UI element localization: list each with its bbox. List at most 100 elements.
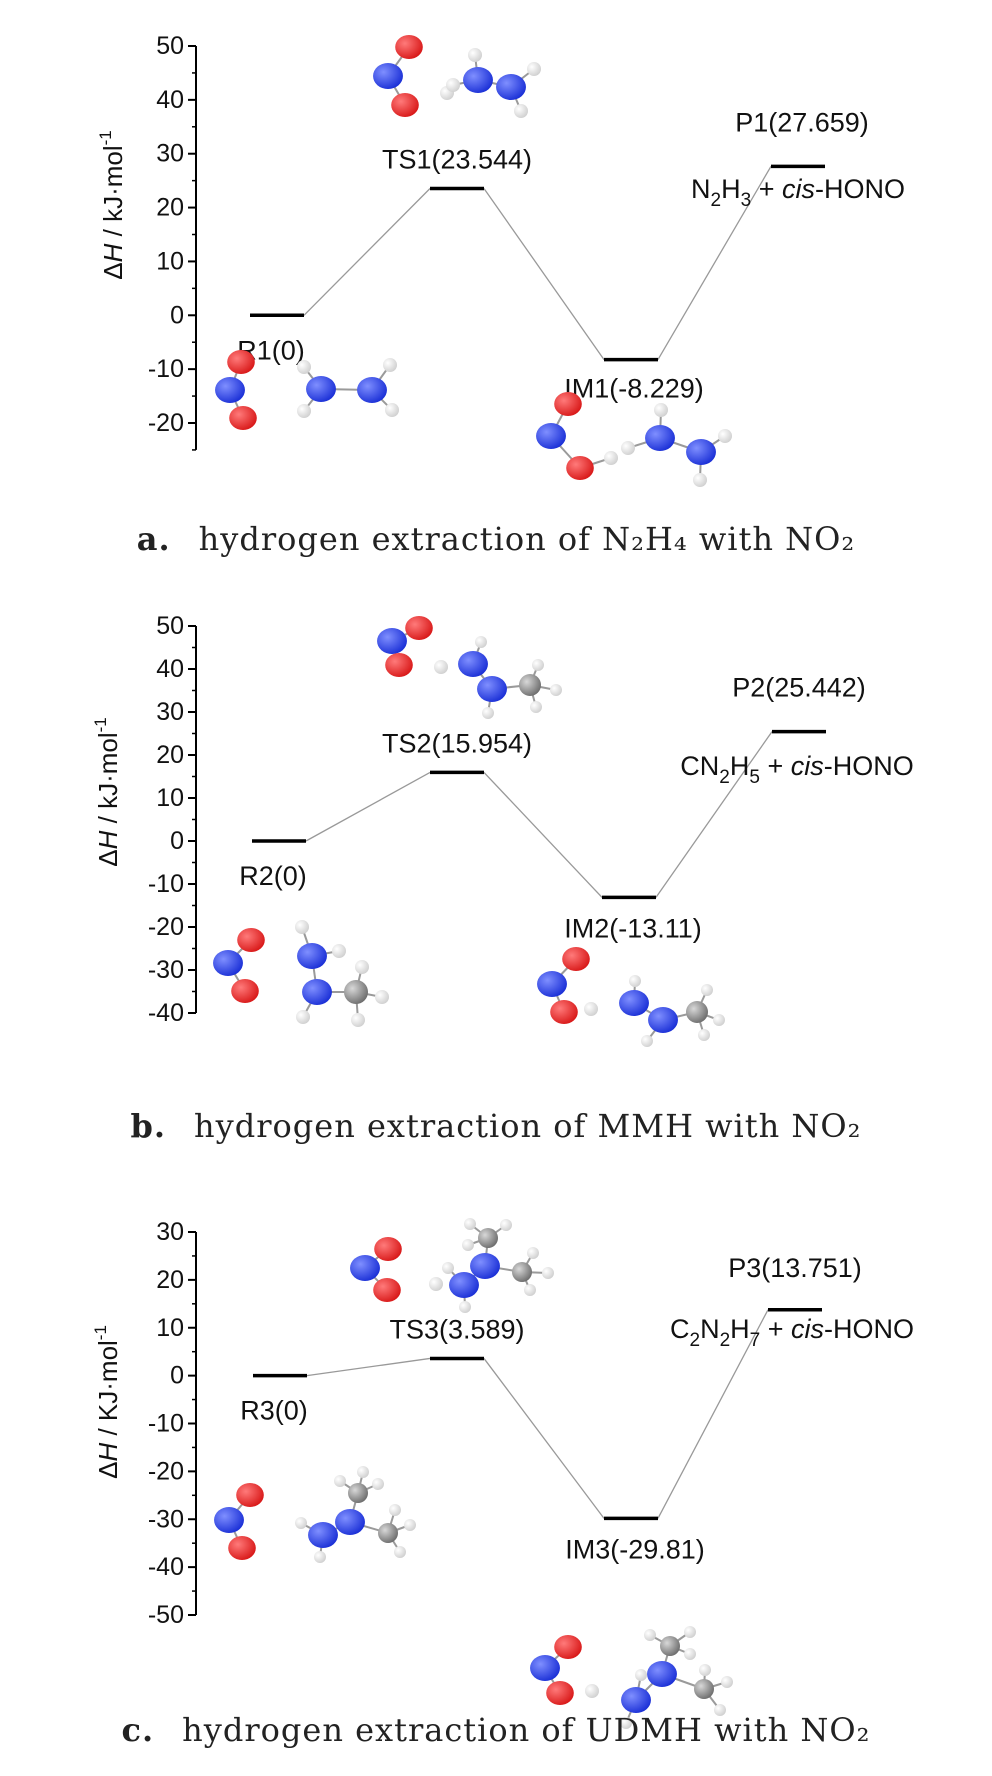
level-label: IM1(-8.229) — [564, 374, 704, 404]
c-atom-icon — [348, 1483, 368, 1503]
level-label: R3(0) — [240, 1396, 308, 1426]
o-atom-icon — [374, 1237, 402, 1261]
o-atom-icon — [395, 35, 423, 59]
o-atom-icon — [554, 392, 582, 416]
caption-c-label: c. — [121, 1711, 155, 1749]
energy-diagram-c: 30 20 10 0 -10 -20 -30 -40 -50 ΔH / KJ·mol-1 R3(0)… — [91, 1218, 914, 1729]
h-atom-icon — [718, 429, 732, 443]
o-atom-icon — [550, 1000, 578, 1024]
y-tick-label: -30 — [148, 1505, 184, 1533]
c-atom-icon — [519, 674, 541, 696]
y-tick-label: -50 — [148, 1601, 184, 1629]
n-atom-icon — [536, 423, 566, 449]
product-formula: CN2H5 + cis-HONO — [680, 751, 913, 788]
c-atom-icon — [686, 1001, 708, 1023]
n-atom-icon — [496, 74, 526, 100]
o-atom-icon — [546, 1681, 574, 1705]
y-tick-label: -30 — [148, 956, 184, 984]
o-atom-icon — [554, 1635, 582, 1659]
product-formula: N2H3 + cis-HONO — [691, 174, 905, 211]
level-label: P3(13.751) — [728, 1253, 862, 1283]
h-atom-icon — [641, 1035, 653, 1047]
o-atom-icon — [391, 93, 419, 117]
o-atom-icon — [566, 456, 594, 480]
y-tick-label: -20 — [148, 1457, 184, 1485]
h-atom-icon — [314, 1551, 326, 1563]
n-atom-icon — [297, 943, 327, 969]
y-tick-label: 10 — [156, 784, 184, 812]
level-label: TS1(23.544) — [382, 144, 532, 174]
y-tick-label: 40 — [156, 655, 184, 683]
h-atom-icon — [524, 1284, 536, 1296]
n-atom-icon — [377, 628, 407, 654]
n-atom-icon — [621, 1687, 651, 1713]
y-axis-label: ΔH / KJ·mol-1 — [91, 1325, 123, 1479]
h-atom-icon — [295, 1517, 307, 1529]
connector-line — [657, 165, 772, 360]
connector-line — [303, 188, 431, 316]
h-atom-icon — [464, 1218, 476, 1230]
y-tick-label: 30 — [156, 698, 184, 726]
y-axis-label: ΔH / kJ·mol-1 — [91, 717, 123, 867]
y-tick-label: 20 — [156, 741, 184, 769]
h-atom-icon — [475, 636, 487, 648]
c-atom-icon — [694, 1679, 714, 1699]
n-atom-icon — [647, 1661, 677, 1687]
y-tick-label: 30 — [156, 140, 184, 168]
level-label: TS3(3.589) — [389, 1314, 524, 1344]
n-atom-icon — [686, 439, 716, 465]
c-atom-icon — [378, 1523, 398, 1543]
o-atom-icon — [229, 406, 257, 430]
caption-a-text: hydrogen extraction of N₂H₄ with NO₂ — [198, 520, 856, 558]
caption-c: c. hydrogen extraction of UDMH with NO₂ — [0, 1711, 992, 1749]
caption-b-text: hydrogen extraction of MMH with NO₂ — [194, 1107, 862, 1145]
h-atom-icon — [332, 944, 346, 958]
level-label: P1(27.659) — [735, 107, 869, 137]
h-atom-icon — [482, 707, 494, 719]
caption-a-label: a. — [136, 520, 171, 558]
y-tick-label: 20 — [156, 1266, 184, 1294]
level-label: P2(25.442) — [732, 673, 866, 703]
y-tick-label: -40 — [148, 1553, 184, 1581]
o-atom-icon — [562, 947, 590, 971]
n-atom-icon — [449, 1272, 479, 1298]
n-atom-icon — [463, 67, 493, 93]
y-tick-label: 10 — [156, 247, 184, 275]
energy-diagram-b: 50 40 30 20 10 0 -10 -20 -30 -40 ΔH / kJ·mol-1 R2(0… — [91, 612, 914, 1047]
h-atom-icon — [500, 1219, 512, 1231]
h-atom-icon — [459, 1301, 471, 1313]
h-atom-icon — [372, 1478, 384, 1490]
y-axis-label: ΔH / kJ·mol-1 — [96, 130, 128, 280]
h-atom-icon — [468, 48, 482, 62]
h-atom-icon — [462, 1239, 474, 1251]
h-atom-icon — [721, 1676, 733, 1688]
h-atom-icon — [295, 920, 309, 934]
n-atom-icon — [308, 1522, 338, 1548]
h-atom-icon — [527, 1247, 539, 1259]
n-atom-icon — [357, 377, 387, 403]
c-atom-icon — [344, 980, 368, 1004]
h-atom-icon — [550, 684, 562, 696]
h-atom-icon — [375, 990, 389, 1004]
y-tick-label: -40 — [148, 999, 184, 1027]
h-atom-icon — [355, 960, 369, 974]
h-atom-icon — [351, 1013, 365, 1027]
connector-line — [483, 188, 605, 360]
n-atom-icon — [470, 1253, 500, 1279]
h-atom-icon — [514, 104, 528, 118]
y-tick-label: 0 — [170, 301, 184, 329]
y-tick-label: 20 — [156, 194, 184, 222]
o-atom-icon — [405, 616, 433, 640]
o-atom-icon — [228, 1536, 256, 1560]
y-tick-label: -20 — [148, 913, 184, 941]
h-atom-icon — [389, 1504, 401, 1516]
n-atom-icon — [645, 425, 675, 451]
n-atom-icon — [619, 990, 649, 1016]
h-atom-icon — [442, 1262, 454, 1274]
h-atom-icon — [527, 62, 541, 76]
n-atom-icon — [302, 979, 332, 1005]
n-atom-icon — [213, 950, 243, 976]
level-label: R2(0) — [239, 861, 307, 891]
y-tick-label: 40 — [156, 86, 184, 114]
